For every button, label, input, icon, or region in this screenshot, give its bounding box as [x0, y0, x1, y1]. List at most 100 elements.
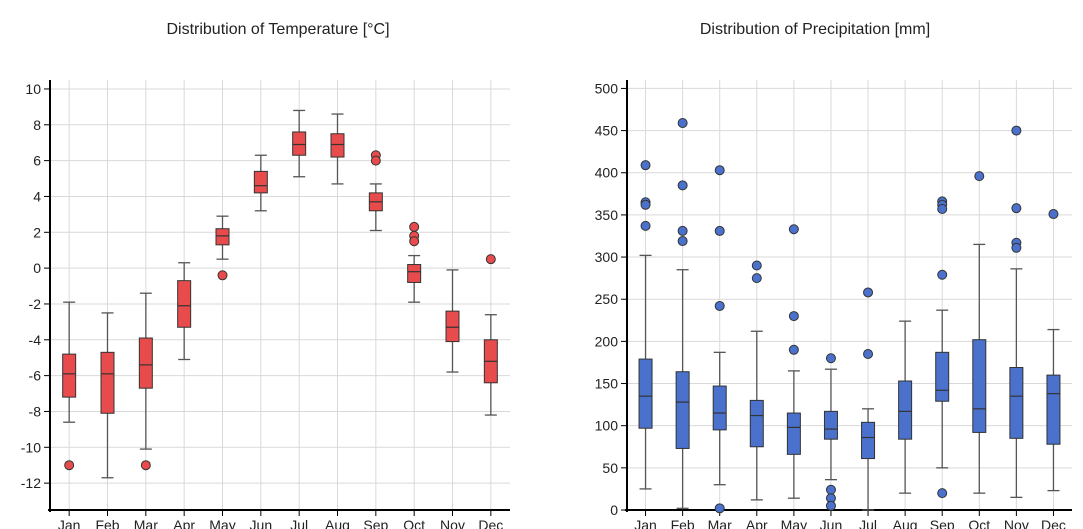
outlier-point — [217, 270, 228, 281]
outlier-point — [640, 160, 651, 171]
temp-box-nov — [445, 269, 460, 373]
y-tick-label: 400 — [595, 165, 619, 181]
outlier-point — [788, 344, 799, 355]
temp-box-apr — [177, 262, 192, 361]
precip-box-dec — [1046, 209, 1061, 492]
y-tick-label: 200 — [595, 333, 619, 349]
precip-box-nov — [1009, 125, 1024, 499]
precip-box-feb — [675, 118, 690, 509]
x-tick-label: Dec — [478, 517, 503, 529]
y-tick-label: -4 — [29, 332, 42, 348]
outlier-point — [640, 220, 651, 231]
iqr-box — [100, 351, 115, 414]
outlier-point — [140, 460, 151, 471]
x-tick-label: Nov — [1004, 517, 1029, 529]
x-tick-label: Sep — [930, 517, 955, 529]
y-tick-label: 50 — [602, 460, 618, 476]
iqr-box — [972, 339, 987, 433]
temp-box-dec — [483, 254, 498, 416]
x-tick-label: May — [209, 517, 235, 529]
precip-box-apr — [749, 260, 764, 501]
outlier-point — [677, 225, 688, 236]
iqr-box — [638, 358, 653, 429]
outlier-point — [863, 349, 874, 360]
outlier-point — [677, 236, 688, 247]
outlier-point — [937, 204, 948, 214]
outlier-point — [409, 236, 420, 247]
outlier-point — [640, 199, 651, 210]
outlier-point — [863, 287, 874, 298]
x-tick-label: Jan — [634, 517, 657, 529]
x-tick-label: Apr — [173, 517, 195, 529]
temp-box-aug — [330, 113, 345, 185]
x-tick-label: Mar — [134, 517, 158, 529]
outlier-point — [64, 460, 75, 471]
y-tick-label: -6 — [29, 368, 42, 384]
outlier-point — [937, 488, 948, 499]
precip-box-jun — [823, 353, 838, 511]
iqr-box — [177, 280, 192, 328]
iqr-box — [445, 310, 460, 343]
y-tick-label: 4 — [33, 188, 41, 204]
y-tick-label: 0 — [33, 260, 41, 276]
x-tick-label: Mar — [708, 517, 732, 529]
outlier-point — [677, 180, 688, 191]
y-tick-label: -10 — [21, 439, 41, 455]
y-tick-label: 300 — [595, 249, 619, 265]
temp-box-jul — [292, 109, 307, 178]
x-tick-label: Jul — [859, 517, 877, 529]
outlier-point — [714, 300, 725, 311]
precip-box-jan — [638, 160, 653, 490]
y-tick-label: 6 — [33, 153, 41, 169]
y-tick-label: -8 — [29, 403, 42, 419]
outlier-point — [751, 273, 762, 284]
outlier-point — [485, 254, 496, 265]
iqr-box — [786, 412, 801, 455]
outlier-point — [751, 260, 762, 271]
outlier-point — [714, 503, 725, 514]
y-tick-label: 350 — [595, 207, 619, 223]
temperature-chart-title: Distribution of Temperature [°C] — [166, 21, 389, 38]
x-tick-label: Apr — [746, 517, 768, 529]
y-tick-label: 8 — [33, 117, 41, 133]
precip-box-may — [786, 224, 801, 499]
outlier-point — [370, 155, 381, 166]
outlier-point — [825, 353, 836, 364]
outlier-point — [714, 225, 725, 236]
temp-box-sep — [368, 150, 383, 232]
iqr-box — [330, 133, 345, 158]
y-tick-label: 10 — [25, 81, 41, 97]
precipitation-chart: Distribution of Precipitation [mm] 0 50 10… — [595, 21, 1072, 529]
iqr-box — [675, 371, 690, 449]
x-tick-label: Feb — [671, 517, 695, 529]
temp-box-jan — [62, 301, 77, 471]
temp-box-feb — [100, 312, 115, 479]
y-tick-label: 250 — [595, 291, 619, 307]
outlier-point — [788, 311, 799, 322]
outlier-point — [937, 269, 948, 280]
outlier-point — [825, 500, 836, 511]
iqr-box — [823, 410, 838, 440]
temp-grid — [50, 80, 510, 510]
temperature-chart: Distribution of Temperature [°C] -12 -10 -… — [21, 21, 510, 529]
outlier-point — [677, 118, 688, 128]
y-tick-label: 150 — [595, 376, 619, 392]
temp-box-jun — [253, 154, 268, 212]
iqr-box — [898, 380, 913, 440]
precipitation-chart-title: Distribution of Precipitation [mm] — [700, 21, 930, 38]
outlier-point — [1011, 125, 1022, 136]
iqr-box — [749, 399, 764, 448]
iqr-box — [407, 264, 422, 283]
y-tick-label: 100 — [595, 418, 619, 434]
x-tick-label: Aug — [325, 517, 350, 529]
y-tick-label: -2 — [29, 296, 42, 312]
y-tick-label: 500 — [595, 80, 619, 96]
y-tick-label: 2 — [33, 224, 41, 240]
precip-box-sep — [935, 196, 950, 499]
outlier-point — [409, 221, 420, 232]
x-tick-label: Nov — [440, 517, 465, 529]
temp-box-mar — [138, 292, 153, 471]
outlier-point — [1011, 203, 1022, 214]
precip-box-aug — [898, 320, 913, 494]
